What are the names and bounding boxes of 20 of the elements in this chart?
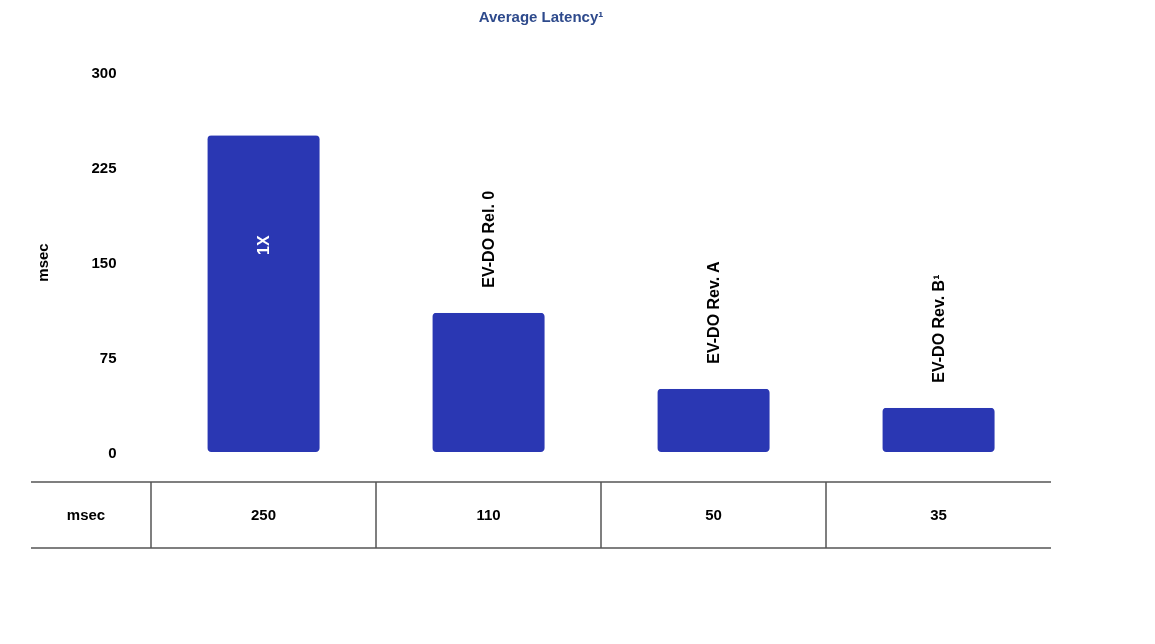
y-tick-label: 225 <box>91 158 117 176</box>
bar <box>657 388 770 452</box>
x-tick-label: EV-DO Rev. B¹ <box>929 274 947 383</box>
x-tick-label: EV-DO Rel. 0 <box>479 190 497 288</box>
y-tick-label: 0 <box>108 443 117 461</box>
bar <box>882 407 995 452</box>
x-tick-label: 1X <box>254 235 272 255</box>
y-tick-label: 75 <box>99 348 117 366</box>
bar <box>207 135 320 452</box>
data-label: 35 <box>930 506 947 523</box>
y-axis-title: msec <box>66 506 106 523</box>
chart-title: Average Latency¹ <box>478 8 604 25</box>
text: msec <box>34 243 52 282</box>
bar <box>432 312 545 452</box>
x-tick-label: EV-DO Rev. A <box>704 260 722 364</box>
y-tick-label: 150 <box>91 253 117 271</box>
data-label: 110 <box>476 506 501 523</box>
data-label: 250 <box>250 506 277 523</box>
data-label: 50 <box>705 506 722 523</box>
y-tick-label: 300 <box>91 63 117 81</box>
